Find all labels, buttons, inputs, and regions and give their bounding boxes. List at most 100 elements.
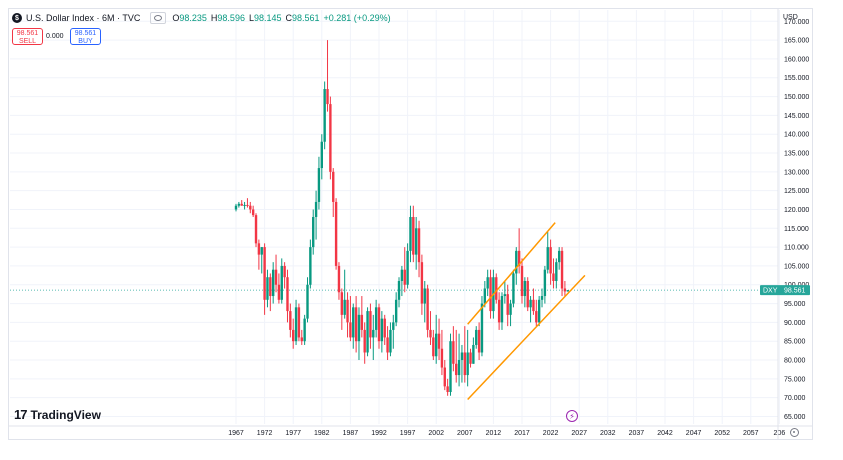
buy-label: BUY (78, 38, 93, 45)
time-tick-label: 2047 (686, 430, 702, 437)
time-tick-label: 2057 (743, 430, 759, 437)
time-tick-label: 2007 (457, 430, 473, 437)
candle-body (251, 209, 255, 216)
price-tag-value: 98.561 (784, 288, 806, 295)
time-tick-label: 2017 (514, 430, 530, 437)
candle-body (515, 250, 518, 274)
candle-body (437, 333, 441, 349)
high-label: H (210, 13, 218, 23)
candle-body (326, 89, 329, 105)
candle-body (294, 307, 298, 342)
candle-body (420, 262, 424, 304)
candle-body (557, 250, 561, 263)
candle-body (409, 217, 412, 251)
candle-body (497, 299, 501, 323)
candle-body (377, 307, 381, 342)
gear-icon[interactable] (790, 428, 799, 437)
candle-body (552, 273, 555, 281)
candle-body (512, 273, 515, 304)
candle-body (280, 265, 283, 300)
tradingview-logo[interactable]: 17 TradingView (14, 407, 101, 422)
candle-body (446, 386, 449, 393)
dollar-badge-icon: $ (12, 13, 22, 23)
price-tick-label: 115.000 (784, 226, 809, 233)
candle-body (357, 314, 361, 342)
price-tick-label: 110.000 (784, 245, 809, 252)
candle-body (260, 247, 263, 255)
candle-body (329, 104, 332, 172)
candle-body (346, 299, 349, 323)
time-tick-label: 1967 (228, 430, 244, 437)
candle-body (237, 203, 241, 206)
candle-body (452, 341, 455, 364)
currency-label[interactable]: USD (783, 14, 798, 21)
candle-body (435, 333, 438, 357)
candle-body (500, 296, 504, 323)
price-tag-symbol: DXY (763, 288, 778, 295)
candle-body (263, 247, 266, 300)
time-tick-label: 1992 (371, 430, 387, 437)
time-tick-label: 206 (774, 430, 786, 437)
ohlc-values: O98.235 H98.596 L98.145 C98.561 +0.281 (… (172, 13, 390, 23)
candle-body (337, 265, 341, 293)
change-value: +0.281 (+0.29%) (323, 13, 391, 23)
time-tick-label: 1997 (400, 430, 416, 437)
candle-body (506, 294, 509, 315)
close-label: C (285, 13, 293, 23)
price-tick-label: 145.000 (784, 113, 809, 120)
candle-body (489, 277, 492, 312)
time-tick-label: 2002 (428, 430, 444, 437)
price-tick-label: 140.000 (784, 132, 809, 139)
candle-body (383, 318, 386, 338)
candle-body (535, 311, 538, 323)
candle-body (457, 360, 461, 376)
candle-body (392, 322, 395, 330)
candle-body (423, 288, 426, 304)
time-tick-label: 2042 (657, 430, 673, 437)
candle-body (234, 205, 238, 210)
candle-body (483, 288, 487, 304)
candle-body (526, 280, 529, 308)
low-value: 98.145 (253, 13, 282, 23)
candle-body (394, 299, 398, 323)
candle-body (466, 352, 469, 376)
time-tick-label: 2052 (714, 430, 730, 437)
candle-body (397, 280, 401, 300)
candle-body (286, 277, 289, 312)
lightning-icon[interactable]: ⚡ (566, 410, 578, 422)
candle-body (472, 344, 475, 364)
candle-body (277, 284, 281, 300)
candle-body (271, 269, 275, 297)
candle-body (320, 141, 323, 169)
candle-body (529, 299, 532, 308)
symbol-title[interactable]: U.S. Dollar Index · 6M · TVC (26, 13, 141, 23)
candle-body (266, 277, 269, 300)
sell-button[interactable]: 98.561 SELL (12, 28, 43, 45)
candle-body (292, 329, 295, 342)
candle-body (414, 228, 418, 255)
price-tick-label: 150.000 (784, 94, 809, 101)
candle-body (297, 307, 301, 338)
candle-body (243, 204, 246, 206)
price-tick-label: 75.000 (784, 376, 806, 383)
price-tick-label: 105.000 (784, 263, 809, 270)
channel-line-lower (467, 274, 586, 401)
candle-body (372, 329, 375, 338)
eye-icon[interactable] (150, 12, 167, 24)
sell-price: 98.561 (16, 30, 39, 37)
candle-body (543, 269, 547, 297)
candle-body (537, 299, 541, 323)
price-tick-label: 85.000 (784, 339, 806, 346)
buy-button[interactable]: 98.561 BUY (70, 28, 101, 45)
candle-body (417, 228, 421, 263)
candle-body (332, 171, 335, 202)
candle-body (480, 303, 484, 353)
candle-body (477, 329, 481, 353)
candle-body (440, 348, 444, 368)
candle-body (254, 215, 258, 244)
candle-body (317, 168, 321, 202)
price-tick-label: 95.000 (784, 301, 806, 308)
candle-body (369, 311, 372, 338)
candle-body (486, 277, 489, 289)
